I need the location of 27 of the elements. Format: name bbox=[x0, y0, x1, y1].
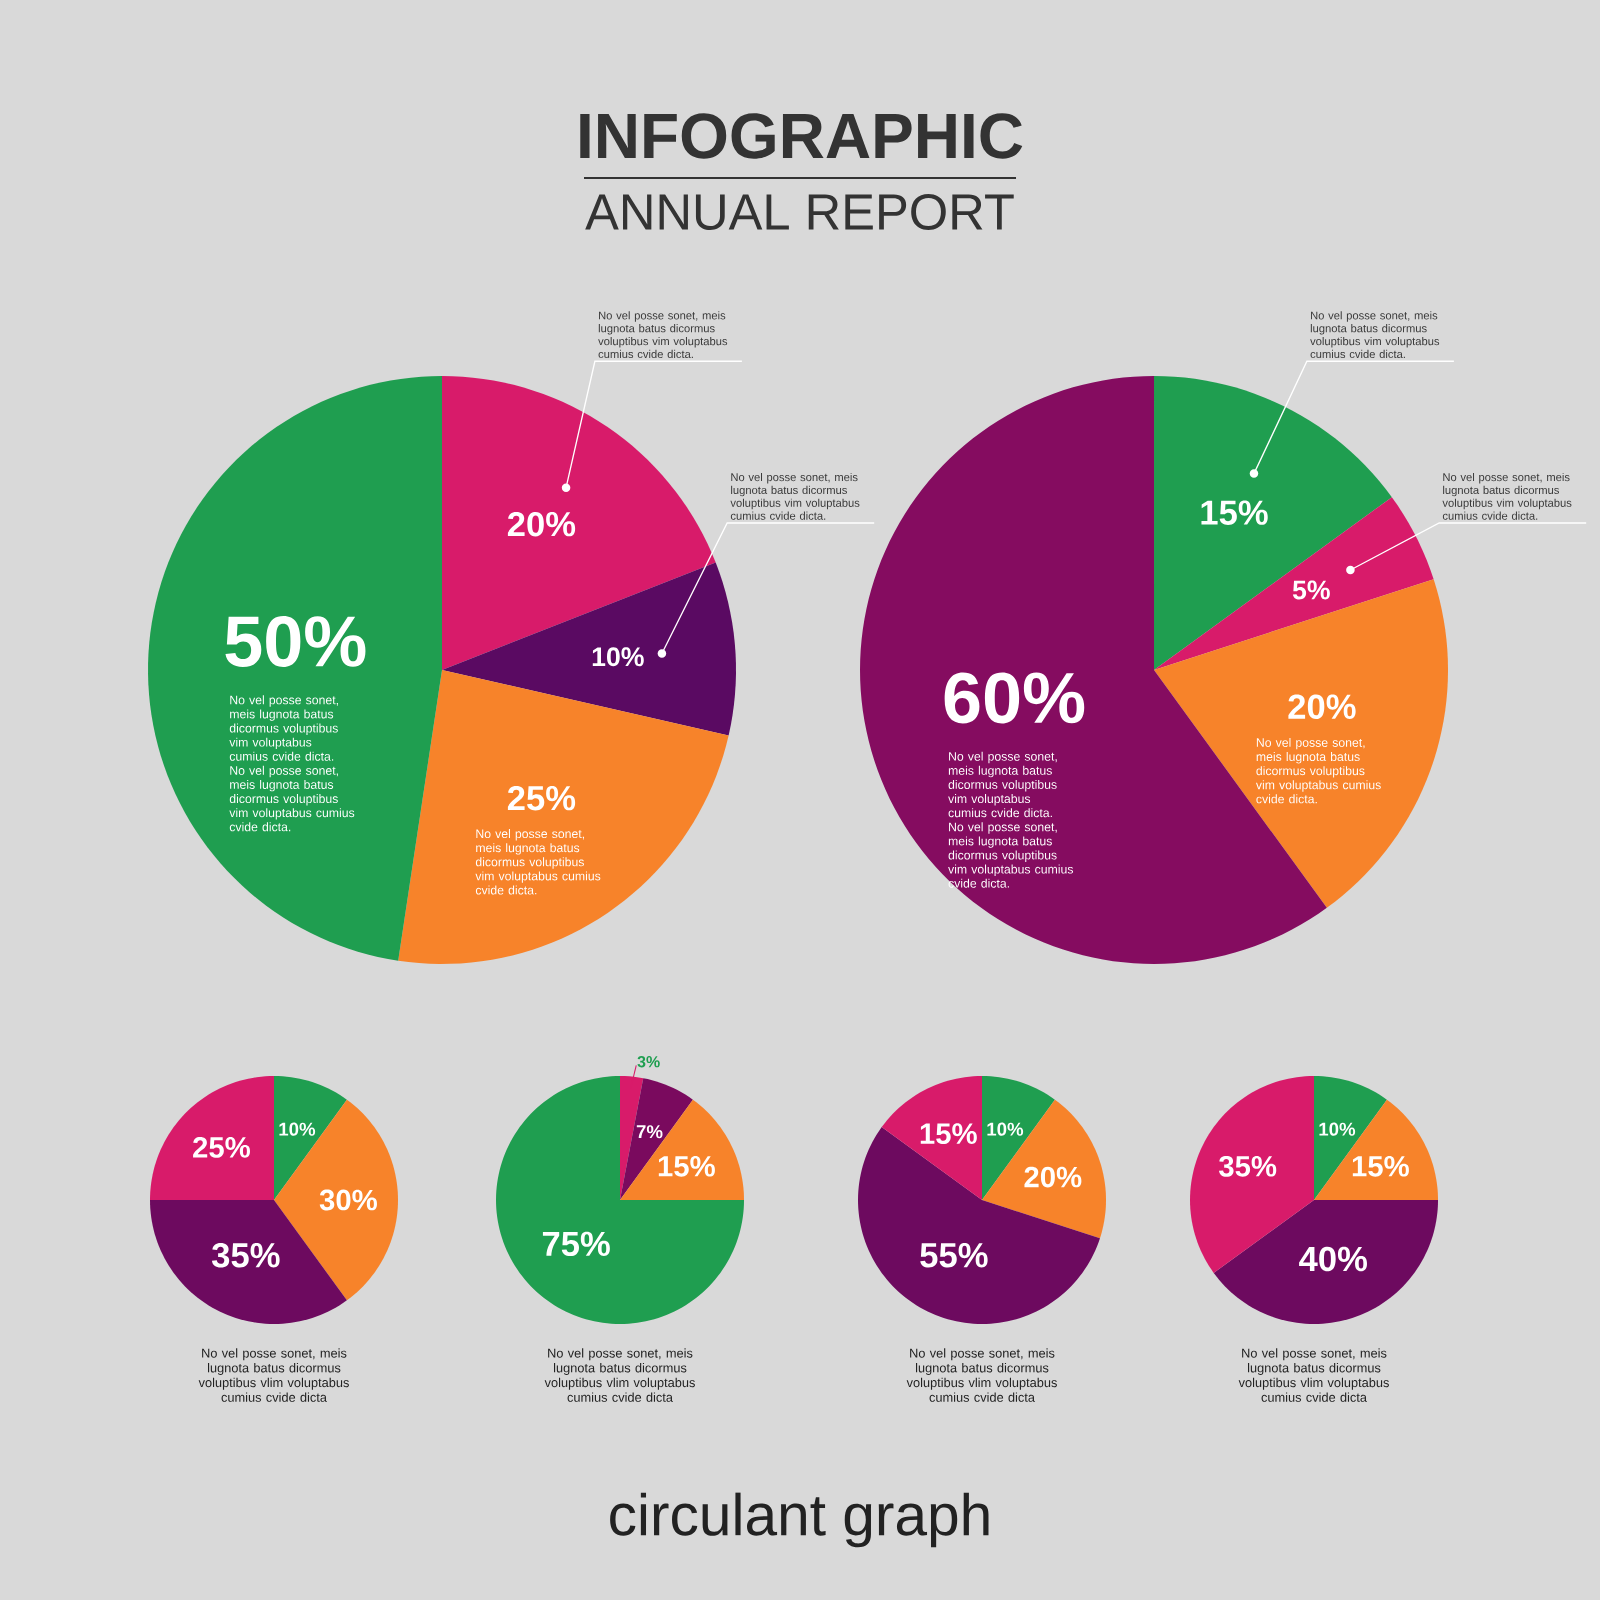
data-label: 7% bbox=[636, 1125, 663, 1139]
data-label: 30% bbox=[319, 1189, 377, 1211]
data-label: 15% bbox=[920, 1123, 977, 1145]
data-label: 3% bbox=[637, 1056, 660, 1068]
data-label: 5% bbox=[1292, 580, 1330, 600]
data-label: 10% bbox=[987, 1122, 1024, 1136]
data-label: 10% bbox=[1319, 1122, 1356, 1136]
data-label: 15% bbox=[658, 1155, 715, 1177]
data-label: 50% bbox=[225, 615, 366, 667]
data-label: 20% bbox=[1288, 694, 1356, 720]
data-label: 25% bbox=[507, 785, 576, 811]
text: INFOGRAPHIC bbox=[580, 113, 1023, 159]
data-label: 75% bbox=[542, 1231, 610, 1257]
data-label: 55% bbox=[920, 1243, 988, 1268]
data-label: 60% bbox=[944, 672, 1085, 724]
text: ANNUAL REPORT bbox=[585, 194, 1014, 230]
data-label: 15% bbox=[1201, 500, 1268, 525]
data-label: 10% bbox=[592, 647, 644, 667]
data-label: 15% bbox=[1352, 1155, 1409, 1177]
data-label: 35% bbox=[1218, 1155, 1277, 1177]
data-label: 25% bbox=[193, 1137, 250, 1158]
data-label: 10% bbox=[279, 1122, 316, 1136]
data-label: 20% bbox=[507, 511, 576, 537]
data-label: 20% bbox=[1024, 1166, 1082, 1188]
data-label: 40% bbox=[1299, 1246, 1367, 1272]
text: circulant graph bbox=[610, 1492, 989, 1548]
data-label: 35% bbox=[211, 1243, 280, 1268]
